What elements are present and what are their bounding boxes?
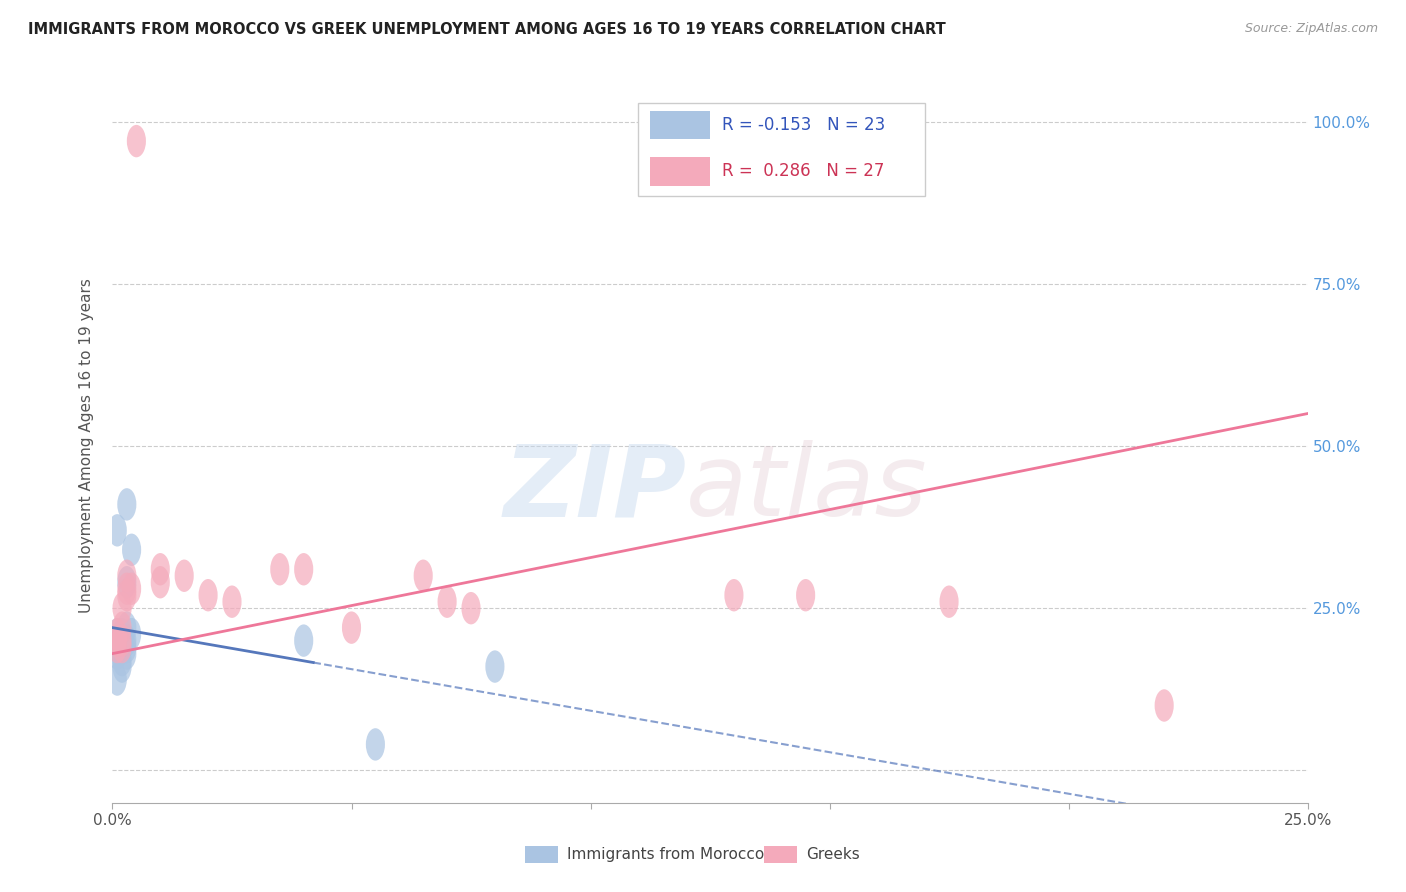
Ellipse shape bbox=[112, 618, 132, 650]
Ellipse shape bbox=[108, 638, 127, 670]
Ellipse shape bbox=[294, 624, 314, 657]
Ellipse shape bbox=[108, 514, 127, 547]
Ellipse shape bbox=[117, 573, 136, 605]
Ellipse shape bbox=[117, 559, 136, 592]
Ellipse shape bbox=[117, 566, 136, 599]
Ellipse shape bbox=[112, 631, 132, 664]
Ellipse shape bbox=[108, 631, 127, 664]
Ellipse shape bbox=[117, 488, 136, 521]
Ellipse shape bbox=[108, 618, 127, 650]
Bar bbox=[763, 846, 797, 863]
Text: Source: ZipAtlas.com: Source: ZipAtlas.com bbox=[1244, 22, 1378, 36]
Ellipse shape bbox=[108, 631, 127, 664]
Text: ZIP: ZIP bbox=[503, 441, 686, 537]
Bar bbox=[651, 111, 710, 139]
Ellipse shape bbox=[112, 644, 132, 676]
Ellipse shape bbox=[270, 553, 290, 585]
Text: Greeks: Greeks bbox=[806, 847, 859, 862]
Ellipse shape bbox=[112, 624, 132, 657]
Ellipse shape bbox=[485, 650, 505, 682]
Ellipse shape bbox=[112, 650, 132, 682]
Text: atlas: atlas bbox=[686, 441, 928, 537]
Ellipse shape bbox=[117, 624, 136, 657]
Ellipse shape bbox=[437, 585, 457, 618]
Ellipse shape bbox=[112, 592, 132, 624]
Ellipse shape bbox=[366, 728, 385, 761]
Ellipse shape bbox=[108, 624, 127, 657]
Ellipse shape bbox=[222, 585, 242, 618]
Ellipse shape bbox=[1154, 690, 1174, 722]
Y-axis label: Unemployment Among Ages 16 to 19 years: Unemployment Among Ages 16 to 19 years bbox=[79, 278, 94, 614]
Ellipse shape bbox=[939, 585, 959, 618]
Text: IMMIGRANTS FROM MOROCCO VS GREEK UNEMPLOYMENT AMONG AGES 16 TO 19 YEARS CORRELAT: IMMIGRANTS FROM MOROCCO VS GREEK UNEMPLO… bbox=[28, 22, 946, 37]
Ellipse shape bbox=[108, 618, 127, 650]
Ellipse shape bbox=[724, 579, 744, 611]
Ellipse shape bbox=[117, 638, 136, 670]
Ellipse shape bbox=[150, 566, 170, 599]
Bar bbox=[524, 846, 558, 863]
Ellipse shape bbox=[342, 611, 361, 644]
Text: R =  0.286   N = 27: R = 0.286 N = 27 bbox=[723, 162, 884, 180]
Ellipse shape bbox=[174, 559, 194, 592]
Bar bbox=[651, 157, 710, 186]
Ellipse shape bbox=[122, 573, 141, 605]
Ellipse shape bbox=[117, 631, 136, 664]
Ellipse shape bbox=[294, 553, 314, 585]
Text: R = -0.153   N = 23: R = -0.153 N = 23 bbox=[723, 116, 886, 134]
Ellipse shape bbox=[127, 125, 146, 157]
Ellipse shape bbox=[117, 611, 136, 644]
Ellipse shape bbox=[112, 631, 132, 664]
Ellipse shape bbox=[108, 624, 127, 657]
Ellipse shape bbox=[122, 618, 141, 650]
Ellipse shape bbox=[112, 624, 132, 657]
Ellipse shape bbox=[112, 631, 132, 664]
Ellipse shape bbox=[112, 611, 132, 644]
Ellipse shape bbox=[108, 664, 127, 696]
Text: Immigrants from Morocco: Immigrants from Morocco bbox=[567, 847, 763, 862]
Ellipse shape bbox=[413, 559, 433, 592]
Ellipse shape bbox=[117, 579, 136, 611]
Ellipse shape bbox=[198, 579, 218, 611]
Ellipse shape bbox=[150, 553, 170, 585]
FancyBboxPatch shape bbox=[638, 103, 925, 196]
Ellipse shape bbox=[461, 592, 481, 624]
Ellipse shape bbox=[122, 533, 141, 566]
Ellipse shape bbox=[796, 579, 815, 611]
